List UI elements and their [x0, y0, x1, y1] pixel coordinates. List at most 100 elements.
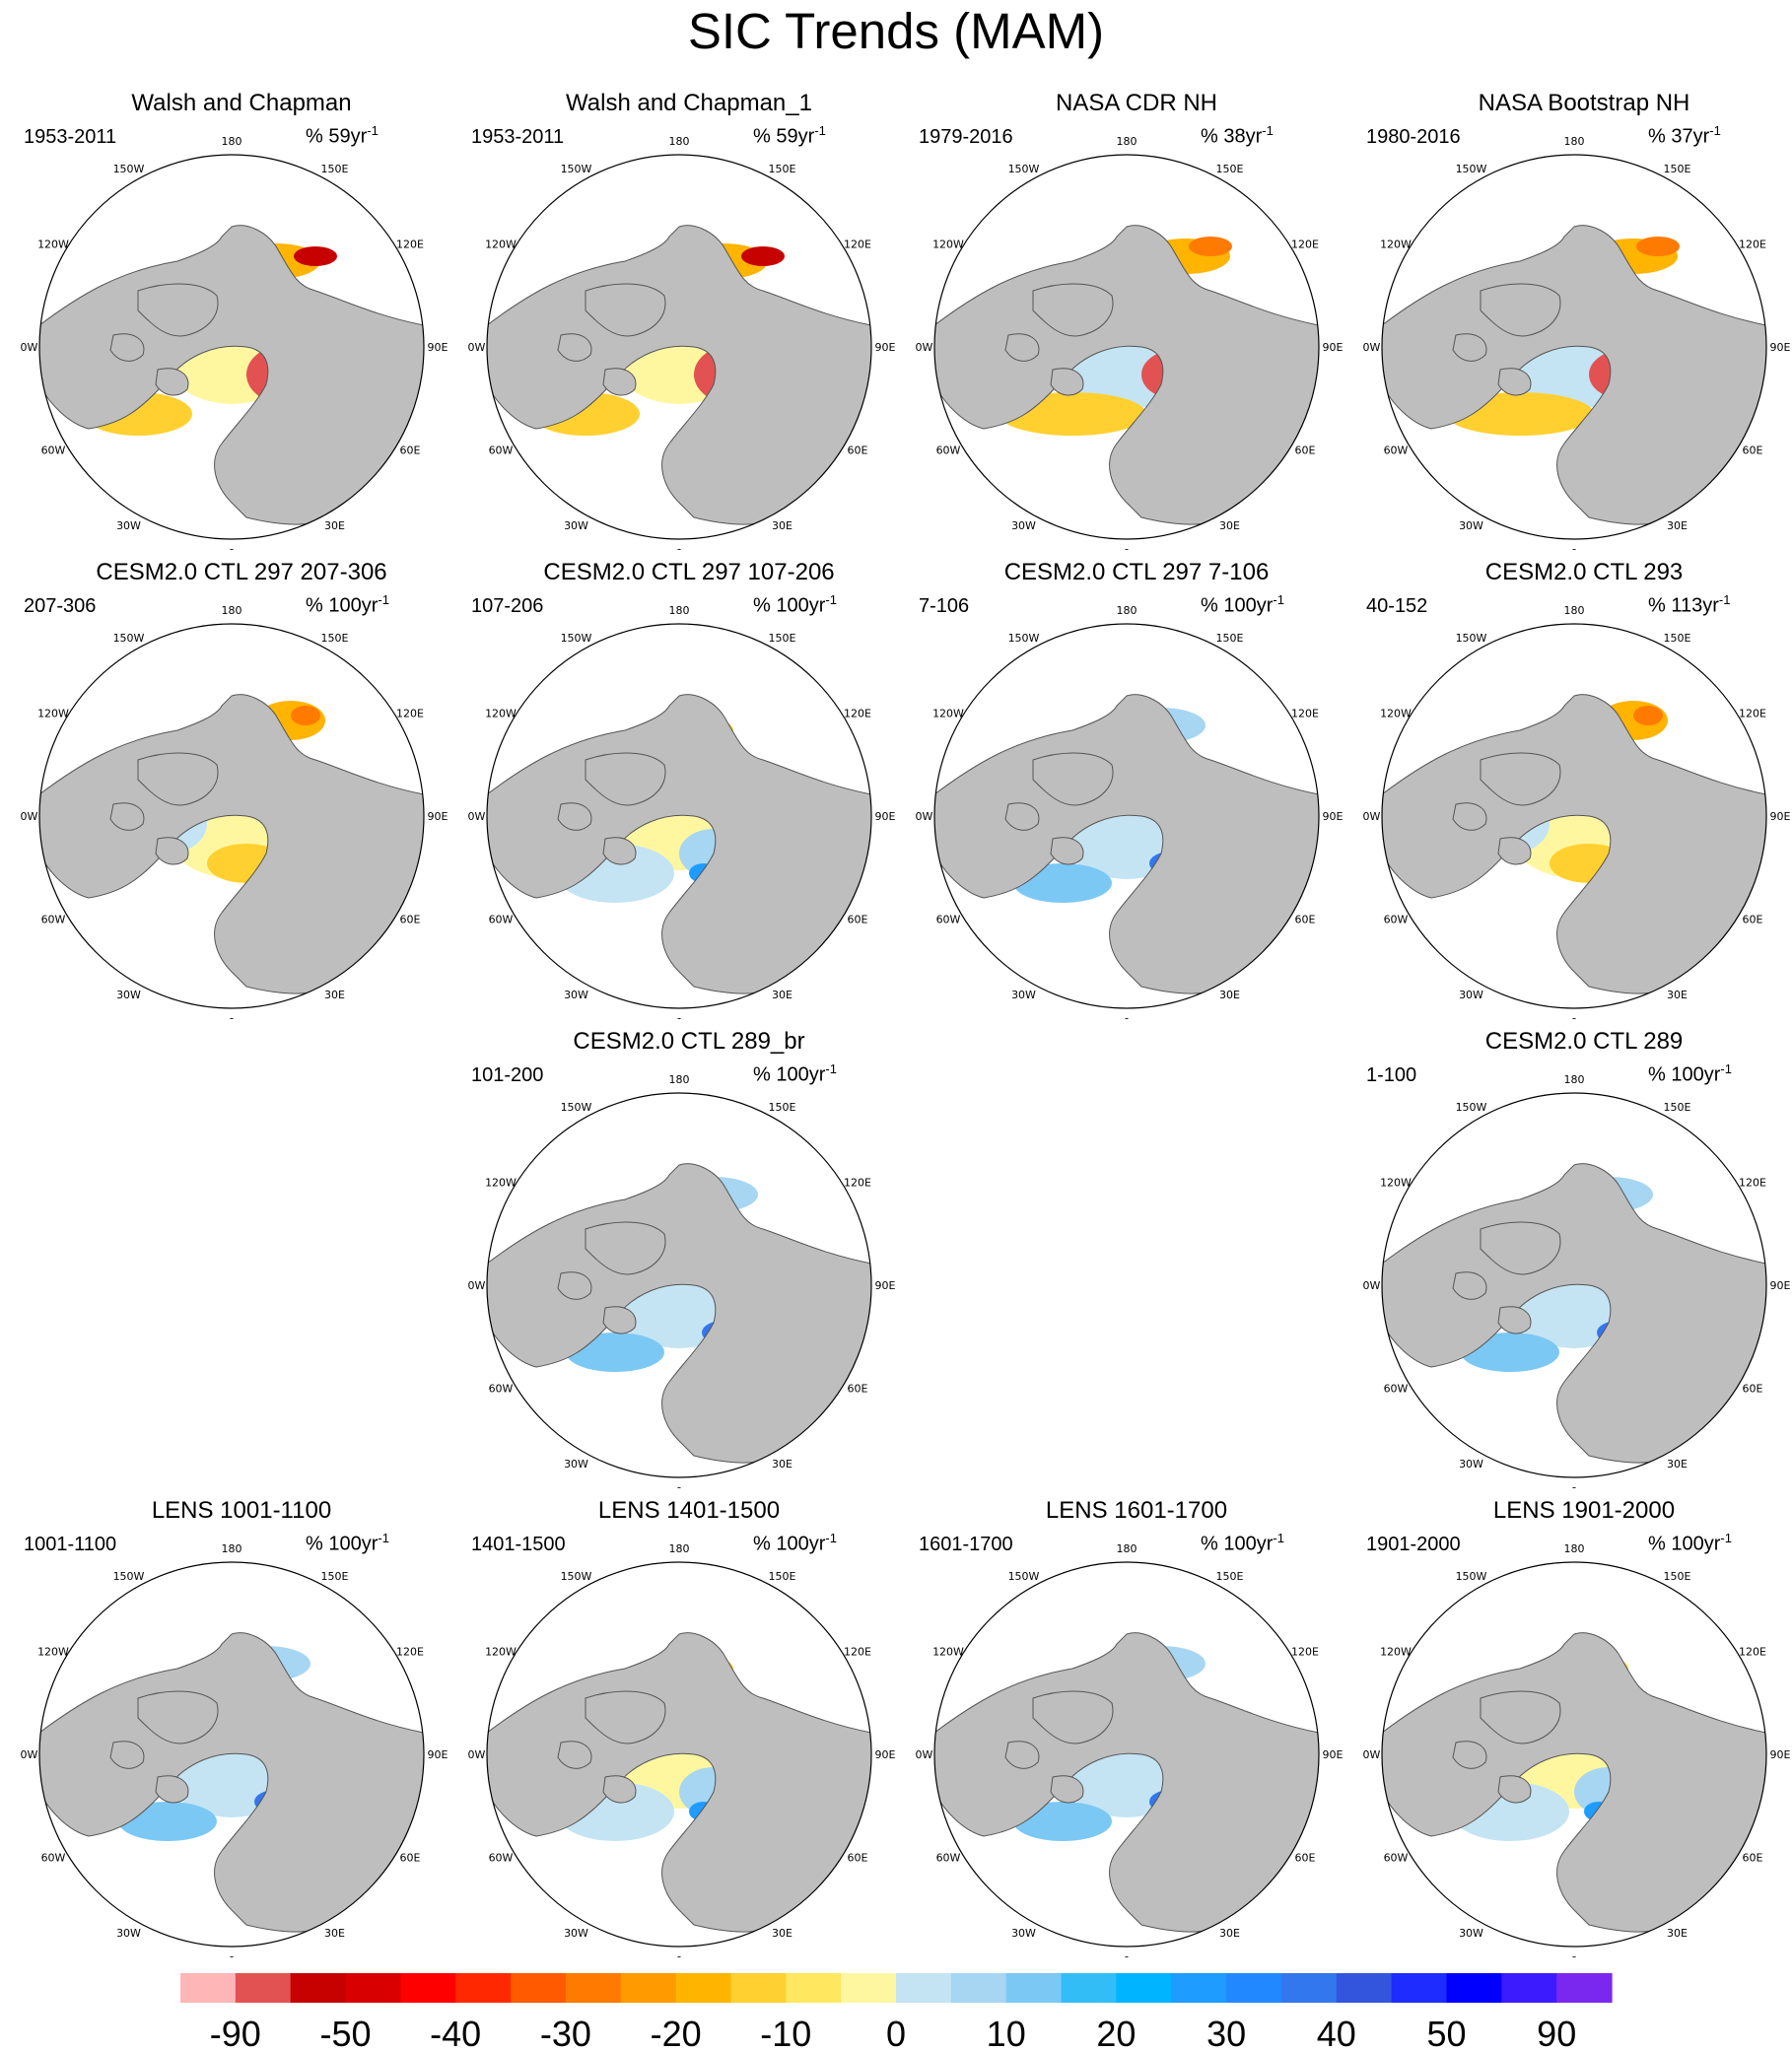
units-exponent: -1 — [825, 1061, 837, 1076]
land-mass — [1050, 837, 1084, 865]
map-panel: 180 150E 120E 90E 60E 30E 0 30W 60W 90W 120W 150W LE… — [1362, 1496, 1792, 1957]
colorbar-swatch — [1005, 1973, 1063, 2003]
map-border — [486, 1092, 872, 1478]
longitude-label: 90E — [428, 341, 448, 354]
panel-units: % 37yr-1 — [1648, 123, 1721, 148]
longitude-label: 90W — [20, 810, 38, 823]
panel-title: LENS 1001-1100 — [151, 1497, 332, 1524]
longitude-label: 150E — [321, 163, 349, 175]
panel-title: CESM2.0 CTL 297 7-106 — [1003, 559, 1270, 585]
longitude-label: 180 — [1117, 604, 1137, 617]
longitude-label: 90W — [1362, 341, 1381, 354]
longitude-label: 60E — [848, 1852, 868, 1865]
units-exponent: -1 — [1262, 123, 1274, 138]
map-border — [1381, 1092, 1767, 1478]
land-mass — [1004, 333, 1040, 362]
land-mass — [109, 1741, 145, 1769]
land-mass — [602, 837, 637, 865]
longitude-label: 30W — [116, 1927, 141, 1940]
colorbar-swatch — [1556, 1973, 1613, 2003]
panel-units: % 100yr-1 — [306, 592, 389, 617]
longitude-label: 120E — [396, 239, 424, 251]
longitude-label: 150W — [1008, 163, 1040, 175]
panel-units: % 59yr-1 — [306, 123, 379, 148]
longitude-label: 60E — [1743, 1383, 1763, 1396]
land-mass — [1497, 1775, 1532, 1804]
land-mass — [1480, 283, 1561, 337]
sic-trend-region — [1189, 237, 1232, 256]
longitude-label: 0 — [1571, 1954, 1578, 1957]
longitude-label: 150E — [769, 1570, 796, 1583]
map-border — [486, 154, 872, 540]
longitude-label: 60W — [41, 445, 66, 457]
longitude-label: 60E — [848, 1383, 868, 1396]
longitude-label: 150W — [1456, 163, 1487, 175]
longitude-label: 30W — [1459, 1458, 1483, 1471]
panel-title: Walsh and Chapman — [131, 90, 352, 116]
units-exponent: -1 — [1720, 1061, 1732, 1076]
colorbar-swatch — [1336, 1973, 1393, 2003]
colorbar-label: -40 — [430, 2014, 481, 2052]
colorbar-label: 90 — [1537, 2014, 1576, 2052]
units-exponent: -1 — [367, 123, 379, 138]
units-exponent: -1 — [378, 592, 389, 607]
map-border — [933, 1561, 1320, 1948]
land-mass — [585, 1221, 666, 1275]
colorbar-label: 40 — [1317, 2014, 1356, 2052]
longitude-label: 30E — [1667, 1927, 1688, 1940]
land-mass — [602, 1775, 637, 1804]
longitude-label: 30W — [116, 989, 141, 1001]
longitude-label: 120E — [1291, 708, 1319, 720]
colorbar-swatch — [1446, 1973, 1502, 2003]
longitude-label: 60W — [41, 914, 66, 926]
longitude-label: 30E — [1219, 1927, 1240, 1940]
longitude-label: 90E — [875, 341, 896, 354]
longitude-label: 120E — [1739, 708, 1766, 720]
panel-period: 101-200 — [471, 1064, 544, 1086]
panel-units: % 38yr-1 — [1201, 123, 1274, 148]
colorbar-swatch — [1226, 1973, 1282, 2003]
longitude-label: 60W — [489, 445, 514, 457]
longitude-label: 90E — [1770, 1748, 1791, 1761]
longitude-label: 60E — [1743, 1852, 1763, 1865]
longitude-label: 90W — [1362, 1279, 1381, 1292]
polar-map: 180 150E 120E 90E 60E 30E 0 30W 60W 90W 120W 150W — [1362, 1073, 1791, 1488]
land-mass — [1480, 1690, 1561, 1744]
longitude-label: 0 — [676, 1954, 683, 1957]
panel-title: LENS 1901-2000 — [1492, 1497, 1676, 1524]
land-mass — [1480, 1221, 1561, 1275]
map-panel: 180 150E 120E 90E 60E 30E 0 30W 60W 90W 120W 150W CE… — [1362, 558, 1792, 1019]
map-border — [1381, 1561, 1767, 1948]
panel-title: NASA CDR NH — [1055, 90, 1218, 116]
longitude-label: 150W — [561, 1570, 592, 1583]
longitude-label: 30W — [1459, 989, 1483, 1001]
colorbar-swatch — [1171, 1973, 1227, 2003]
land-mass — [1497, 837, 1532, 865]
units-exponent: -1 — [814, 123, 826, 138]
longitude-label: 150W — [1456, 632, 1487, 645]
longitude-label: 120W — [1380, 708, 1412, 720]
land-mass — [155, 368, 189, 396]
longitude-label: 120E — [844, 1646, 871, 1659]
polar-map: 180 150E 120E 90E 60E 30E 0 30W 60W 90W 120W 150W — [1362, 1542, 1791, 1957]
longitude-label: 150E — [1664, 632, 1691, 645]
longitude-label: 0 — [1571, 1016, 1578, 1019]
longitude-label: 60W — [1384, 1852, 1409, 1865]
longitude-label: 120W — [37, 1646, 69, 1659]
land-mass — [1497, 368, 1532, 396]
longitude-label: 150W — [113, 163, 145, 175]
sic-trend-region — [1636, 237, 1680, 256]
longitude-label: 150E — [1216, 632, 1244, 645]
longitude-label: 30E — [1219, 519, 1240, 532]
polar-map: 180 150E 120E 90E 60E 30E 0 30W 60W 90W 120W 150W — [20, 135, 448, 550]
longitude-label: 150E — [769, 163, 796, 175]
longitude-label: 150E — [321, 632, 349, 645]
longitude-label: 120E — [844, 239, 871, 251]
longitude-label: 90W — [915, 341, 933, 354]
longitude-label: 60E — [400, 1852, 421, 1865]
panel-period: 1401-1500 — [471, 1534, 566, 1555]
polar-map: 180 150E 120E 90E 60E 30E 0 30W 60W 90W 120W 150W — [20, 1542, 448, 1957]
land-mass — [557, 1271, 592, 1300]
units-exponent: -1 — [825, 592, 837, 607]
longitude-label: 0 — [1124, 1954, 1131, 1957]
